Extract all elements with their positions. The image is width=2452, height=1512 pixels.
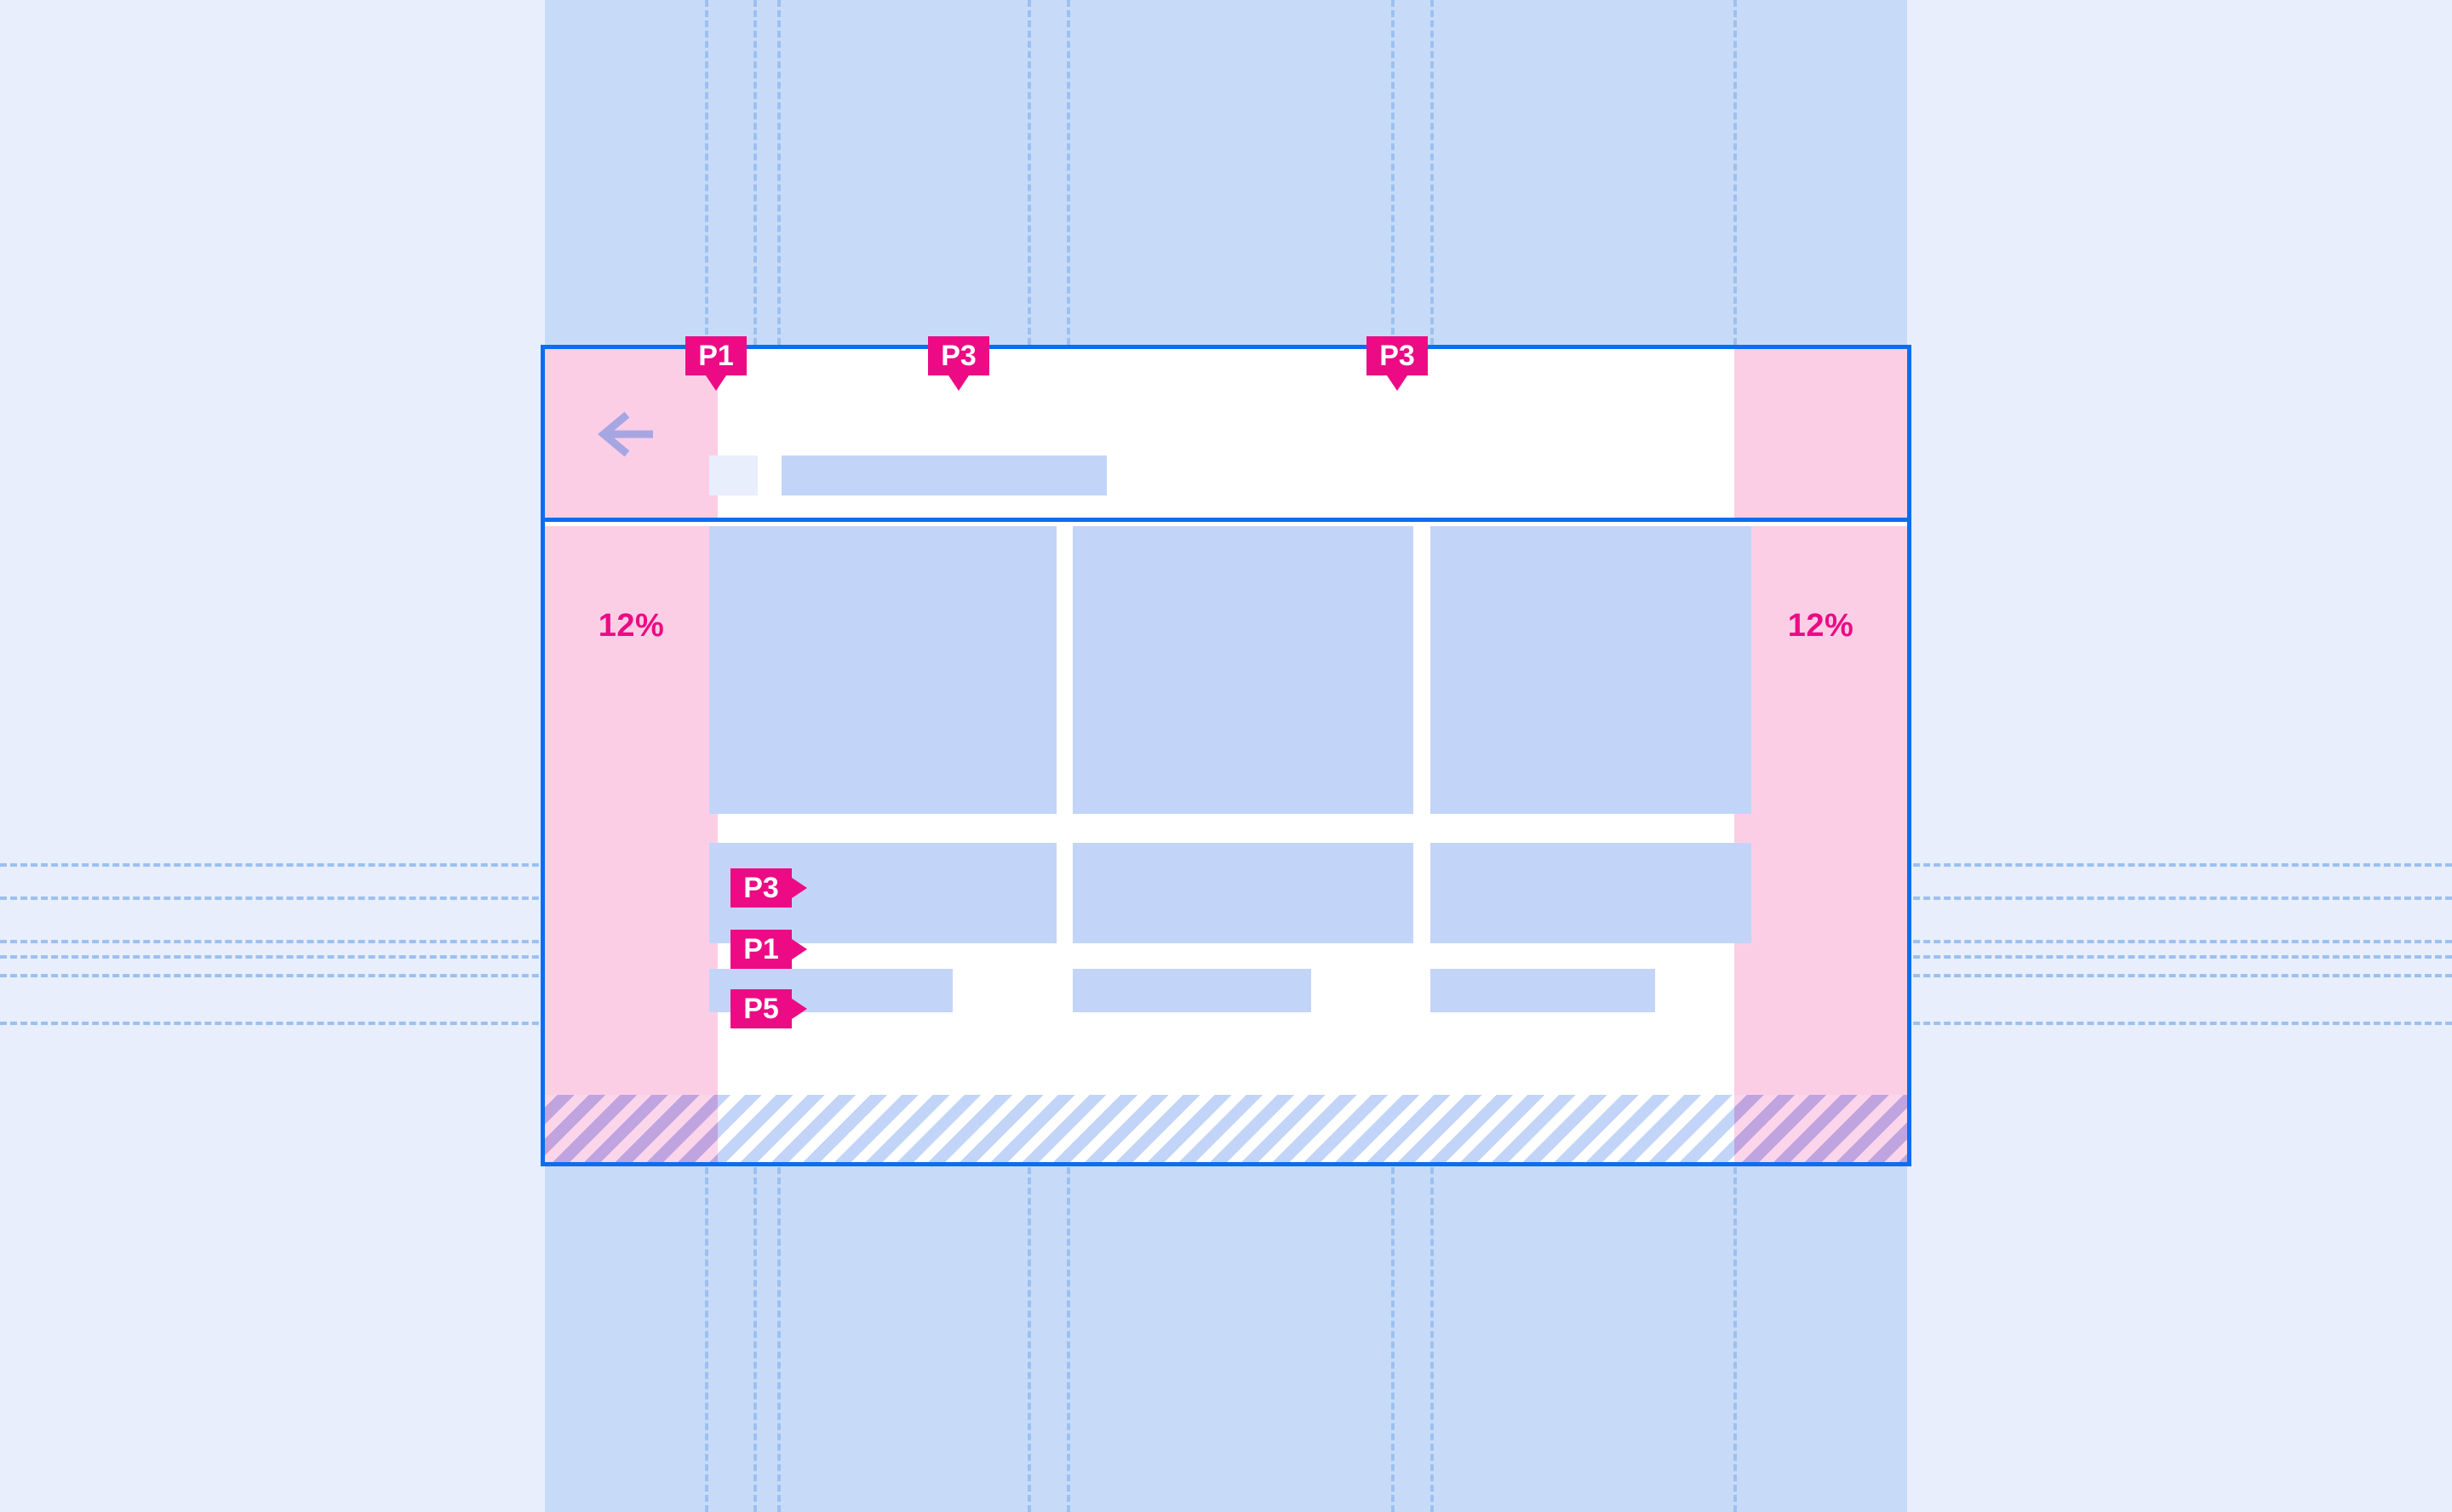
content-block-c2-r1: [1073, 526, 1413, 814]
badge-p5-row-gap: P5: [730, 989, 792, 1028]
content-block-c2-r2: [1073, 843, 1413, 943]
badge-p3-top-right: P3: [1366, 336, 1428, 375]
gutter-right-label: 12%: [1787, 608, 1854, 644]
content-block-c1-r1: [709, 526, 1057, 814]
arrow-left-icon[interactable]: [593, 409, 670, 460]
header-gutter-right: [1734, 349, 1907, 518]
content-column-3: [1430, 526, 1751, 1162]
card-body: 12% 12%: [545, 526, 1907, 1162]
bottom-hatch-gutter-left: [545, 1095, 718, 1162]
header-placeholder-box: [709, 455, 758, 495]
content-block-c3-r1: [1430, 526, 1751, 814]
bottom-hatch-gutter-right: [1734, 1095, 1907, 1162]
body-gutter-left: 12%: [545, 526, 718, 1162]
content-block-c3-r3: [1430, 969, 1655, 1012]
content-column-1: [709, 526, 1057, 1162]
card-inner: 12% 12%: [545, 349, 1907, 1162]
card-header: [545, 349, 1907, 522]
badge-p1-row-gap: P1: [730, 930, 792, 969]
content-block-c2-r3: [1073, 969, 1311, 1012]
body-gutter-right: 12%: [1734, 526, 1907, 1162]
header-placeholder-bar: [782, 455, 1107, 495]
artboard-card[interactable]: 12% 12%: [541, 345, 1911, 1166]
bottom-hatch-strip: [545, 1095, 1907, 1162]
badge-p1-top-left: P1: [685, 336, 747, 375]
gutter-left-label: 12%: [598, 608, 665, 644]
content-block-c3-r2: [1430, 843, 1751, 943]
badge-p3-top-mid: P3: [928, 336, 989, 375]
badge-p3-row-gap: P3: [730, 868, 792, 908]
content-column-2: [1073, 526, 1413, 1162]
